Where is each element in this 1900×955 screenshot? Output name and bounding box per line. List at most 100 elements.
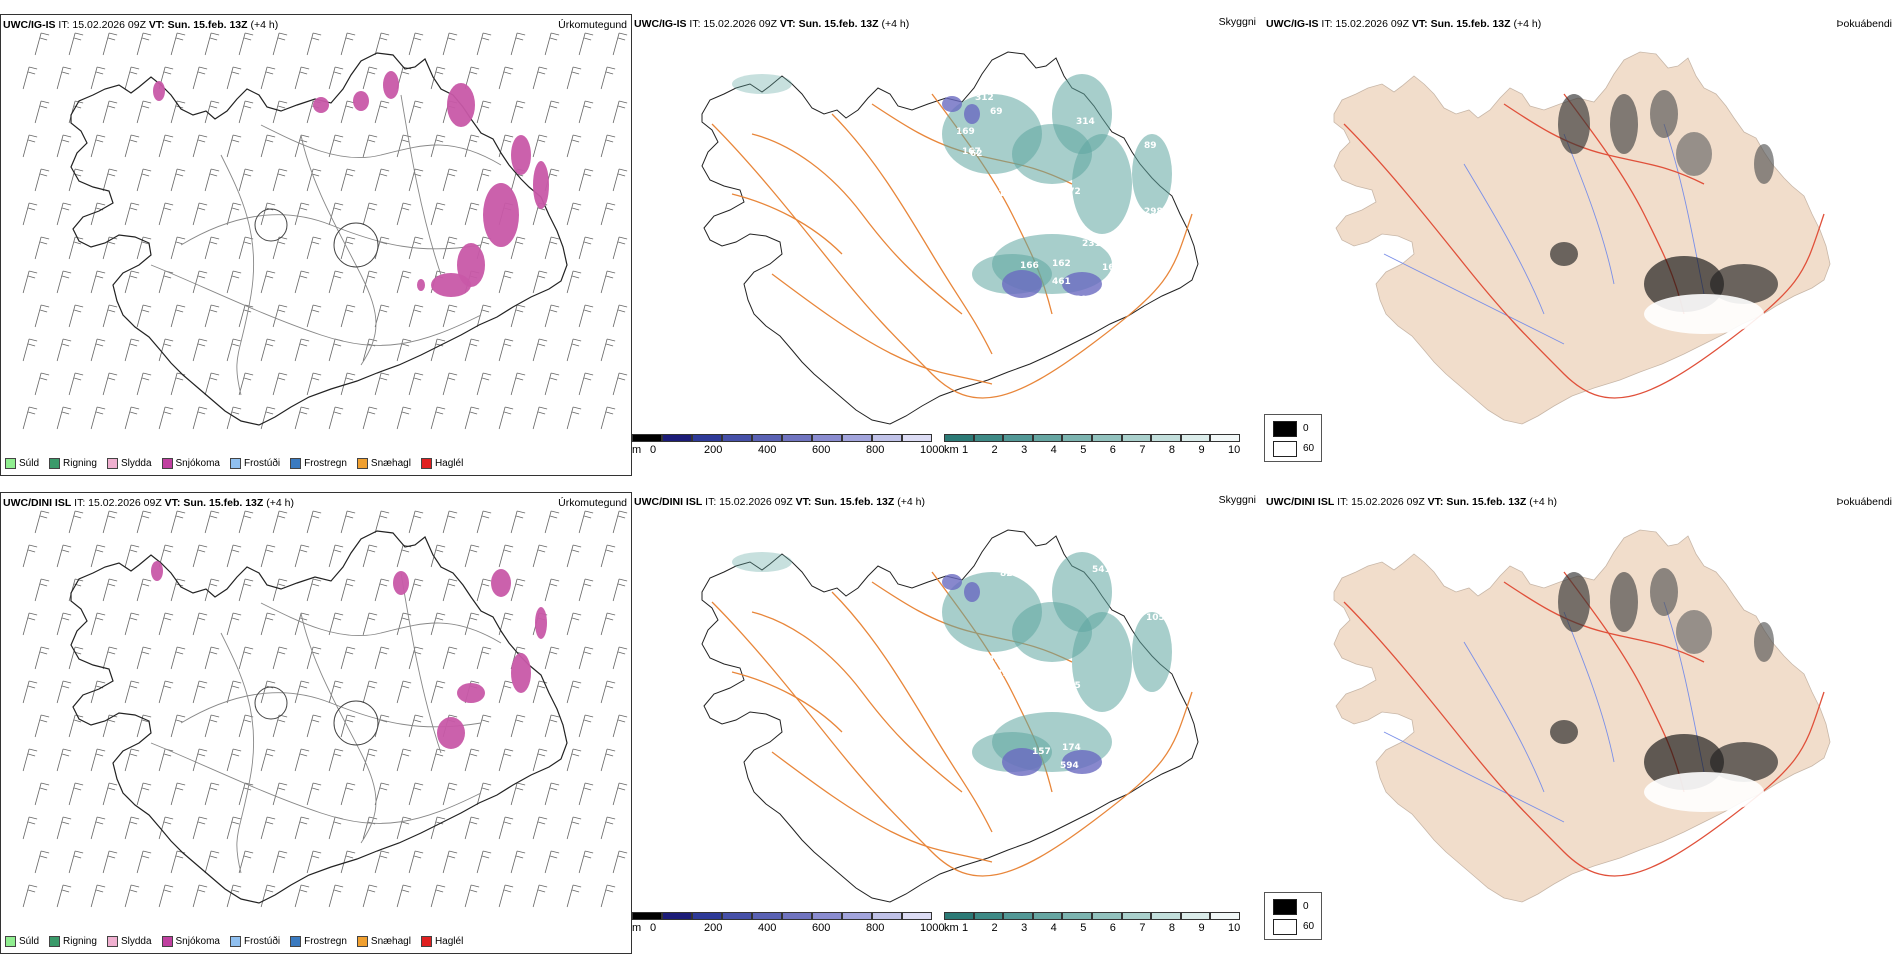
colorbar-segment <box>1092 912 1122 920</box>
legend-swatch <box>106 936 118 947</box>
legend-label: Slydda <box>120 936 152 947</box>
colorbar-tick: 4 <box>1050 922 1057 934</box>
legend-label: Snjókoma <box>175 458 220 469</box>
cloudbase-value: 359 <box>950 183 969 193</box>
visibility-colorbar: km 1 2 3 4 5 6 7 8 9 10 <box>944 434 1244 466</box>
colorbar-tick: 10 <box>1228 444 1241 456</box>
colorbar-segment <box>662 434 692 442</box>
colorbar-segment <box>1180 912 1211 920</box>
legend-item: Snæhagl <box>356 458 411 469</box>
valid-time: Sun. 15.feb. 13Z <box>167 19 248 31</box>
legend-item: Slydda <box>106 458 152 469</box>
colorbar-tick: 800 <box>866 922 885 934</box>
legend-label: Súld <box>19 458 40 469</box>
panel-title: Úrkomutegund <box>558 19 627 31</box>
colorbar-tick: 5 <box>1080 922 1087 934</box>
precip-legend: Súld Rigning Slydda Snjókoma Frostúði Frostre… <box>5 936 463 947</box>
colorbar-segment <box>782 434 812 442</box>
colorbar-segment <box>812 434 842 442</box>
cloudbase-value: 521 <box>1144 221 1163 231</box>
valid-time-label: VT: <box>779 18 796 30</box>
cloudbase-value: 167 <box>962 147 981 157</box>
valid-time-label: VT: <box>148 19 165 31</box>
legend-item: Haglél <box>420 458 464 469</box>
colorbar-segment <box>752 912 782 920</box>
cloudbase-value: 461 <box>1052 277 1071 287</box>
legend-swatch <box>420 936 432 947</box>
legend-label: Rigning <box>63 936 97 947</box>
cloudbase-value: 62 <box>970 149 983 159</box>
colorbar-segment <box>722 434 752 442</box>
colorbar-tick: 1000 <box>920 922 945 934</box>
valid-time-label: VT: <box>1411 18 1428 30</box>
colorbar-tick: 1 <box>962 444 969 456</box>
legend-swatch <box>49 936 61 947</box>
init-time: IT: 15.02.2026 09Z <box>689 18 777 30</box>
colorbar-segment <box>722 912 752 920</box>
colorbar-segment <box>1003 912 1033 920</box>
model-name: UWC/DINI ISL <box>1266 496 1335 508</box>
iceland-coast <box>70 530 568 904</box>
colorbar-tick: 8 <box>1168 922 1175 934</box>
legend-label: Súld <box>19 936 40 947</box>
colorbar-segment <box>872 912 902 920</box>
legend-swatch <box>356 458 368 469</box>
legend-label: Frostregn <box>304 458 347 469</box>
cloudbase-value: 157 <box>1032 747 1051 757</box>
cloudbase-value: 297 <box>962 723 981 733</box>
valid-time: Sun. 15.feb. 13Z <box>798 18 879 30</box>
colorbar-segment <box>1003 434 1033 442</box>
panel-header: UWC/IG-IS IT: 15.02.2026 09Z VT: Sun. 15… <box>1266 18 1541 30</box>
colorbar-segment <box>842 912 872 920</box>
colorbar-unit: m <box>632 444 642 456</box>
iceland-coast <box>70 52 568 426</box>
colorbar-tick: 400 <box>758 922 777 934</box>
legend-item: Frostúði <box>229 936 280 947</box>
colorbar-tick: 7 <box>1139 444 1146 456</box>
valid-time-label: VT: <box>1427 496 1444 508</box>
fog-key: 0 60 <box>1264 414 1322 462</box>
legend-label: Snjókoma <box>175 936 220 947</box>
colorbar-segment <box>944 434 974 442</box>
cloudbase-value: 476 <box>1062 779 1081 789</box>
cloudbase-value: 329 <box>982 655 1001 665</box>
colorbar-segment <box>662 912 692 920</box>
valid-time-label: VT: <box>164 497 181 509</box>
colorbar-segment <box>692 434 722 442</box>
init-time: IT: 15.02.2026 09Z <box>705 496 793 508</box>
valid-time-label: VT: <box>795 496 812 508</box>
fog-panel-row1: UWC/IG-IS IT: 15.02.2026 09Z VT: Sun. 15… <box>1264 14 1896 476</box>
colorbar-tick: 1 <box>962 922 969 934</box>
colorbar-tick: 2 <box>991 922 998 934</box>
panel-title: Þokuábendi <box>1836 496 1892 508</box>
colorbar-unit: m <box>632 922 642 934</box>
colorbar-segment <box>973 434 1004 442</box>
model-name: UWC/DINI ISL <box>634 496 703 508</box>
legend-label: Haglél <box>434 458 464 469</box>
legend-label: Snæhagl <box>370 458 411 469</box>
cloudbase-value: 252 <box>1110 723 1129 733</box>
colorbar-tick: 0 <box>650 444 657 456</box>
cloudbase-value: 755 <box>1062 681 1081 691</box>
precip-map <box>22 32 628 430</box>
colorbar-tick: 200 <box>704 444 723 456</box>
colorbar-segment <box>902 912 932 920</box>
legend-item: Rigning <box>49 458 97 469</box>
cloudbase-colorbar: m 0 200 400 600 800 1000 <box>632 434 944 466</box>
cloudbase-value: 316 <box>996 669 1015 679</box>
colorbar-segment <box>872 434 902 442</box>
colorbar-tick: 6 <box>1109 922 1116 934</box>
legend-item: Snæhagl <box>356 936 411 947</box>
cloudbase-value: 231 <box>1082 239 1101 249</box>
colorbar-segment <box>1151 434 1181 442</box>
cloudbase-value: 594 <box>1060 761 1079 771</box>
cloudbase-value: 314 <box>1076 117 1095 127</box>
legend-label: Snæhagl <box>370 936 411 947</box>
cloudbase-value: 51 <box>992 189 1005 199</box>
init-time: IT: 15.02.2026 09Z <box>58 19 146 31</box>
lead-time: (+4 h) <box>897 496 925 508</box>
snow-areas <box>151 561 547 749</box>
cloudbase-value: 166 <box>1122 741 1141 751</box>
